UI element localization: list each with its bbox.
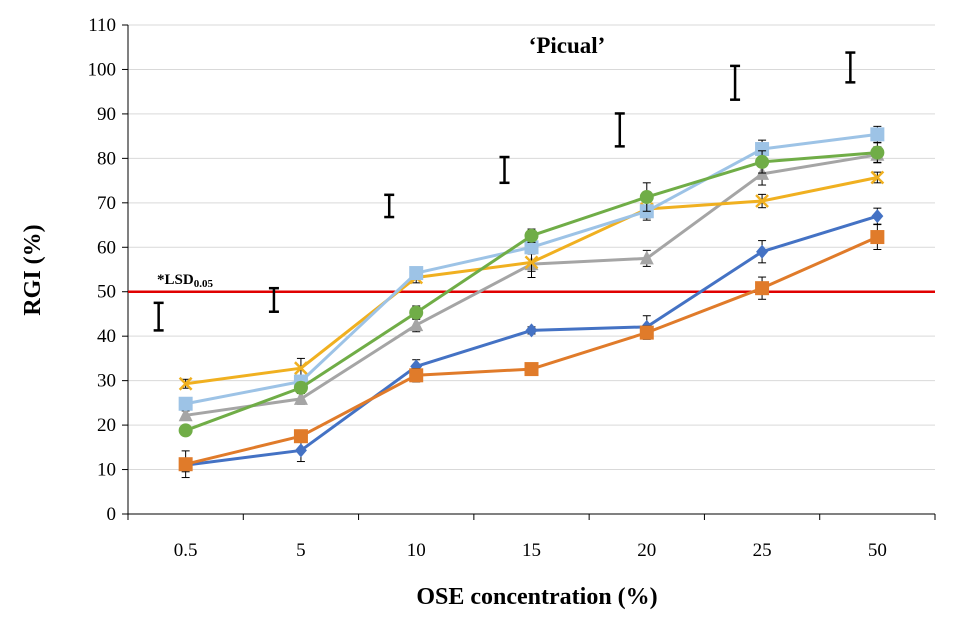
lsd-bar: [268, 286, 279, 313]
data-point: [639, 325, 654, 340]
data-point: [756, 244, 769, 259]
x-axis-title: OSE concentration (%): [416, 584, 657, 610]
x-tick-label: 20: [637, 540, 656, 561]
data-point: [870, 230, 885, 245]
y-tick-label: 0: [107, 504, 117, 525]
y-tick-label: 60: [97, 237, 116, 258]
data-point: [755, 194, 769, 208]
y-tick-label: 90: [97, 104, 116, 125]
data-point: [294, 443, 307, 458]
x-tick-label: 0.5: [174, 540, 198, 561]
data-point: [755, 281, 770, 296]
data-point-stroke: [178, 376, 193, 391]
data-point-stroke: [870, 170, 885, 185]
data-point: [178, 396, 193, 411]
x-tick-label: 50: [868, 540, 887, 561]
data-point: [178, 376, 193, 391]
data-point: [524, 362, 539, 377]
data-point-stroke: [755, 194, 769, 208]
lsd-label: *LSD0.05: [157, 272, 213, 290]
lsd-bars: [153, 51, 856, 332]
chart-title: ‘Picual’: [529, 33, 606, 58]
data-point: [178, 457, 193, 472]
data-point: [755, 154, 770, 169]
data-point: [524, 255, 539, 270]
data-point: [524, 228, 539, 243]
lsd-bar: [153, 301, 164, 332]
axes: 0 10 20 30 40 50 60 70 80 90 100 110 0.5 5 10 15 20 25 50: [88, 15, 936, 561]
lsd-label-sub: 0.05: [194, 278, 214, 290]
data-point: [871, 209, 884, 224]
x-tick-label: 10: [407, 540, 426, 561]
x-tick-label: 25: [753, 540, 772, 561]
data-point: [870, 145, 885, 160]
data-point-stroke: [294, 361, 308, 376]
series-line: [185, 176, 878, 386]
y-tick-label: 70: [97, 193, 116, 214]
series-line: [185, 153, 878, 417]
lsd-label-main: *LSD: [157, 272, 194, 288]
y-tick-label: 40: [97, 326, 116, 347]
y-tick-label: 50: [97, 282, 116, 303]
data-point: [293, 380, 308, 395]
series-6: [178, 142, 885, 438]
lsd-bar: [845, 51, 856, 84]
data-point: [639, 250, 654, 265]
y-tick-label: 10: [97, 460, 116, 481]
data-point: [409, 317, 424, 332]
series-2: [178, 224, 885, 479]
data-point: [409, 368, 424, 383]
y-tick-label: 20: [97, 415, 116, 436]
data-point: [525, 323, 538, 338]
data-point: [293, 390, 308, 405]
y-tick-label: 30: [97, 371, 116, 392]
y-tick-label: 100: [88, 59, 117, 80]
data-point: [409, 266, 424, 281]
data-point: [524, 240, 539, 255]
series-3: [178, 146, 885, 422]
lsd-bar: [614, 112, 625, 148]
data-point: [178, 407, 193, 422]
y-tick-label: 80: [97, 148, 116, 169]
data-point: [870, 127, 885, 142]
data-point: [409, 305, 424, 320]
data-point: [639, 190, 654, 205]
x-tick-label: 15: [522, 540, 541, 561]
data-point: [755, 142, 770, 157]
data-point: [178, 423, 193, 438]
lsd-bar: [499, 155, 510, 185]
y-axis-title: RGI (%): [20, 224, 46, 315]
x-tick-label: 5: [296, 540, 306, 561]
lsd-bar: [384, 193, 395, 219]
data-point-stroke: [524, 255, 539, 270]
data-point: [870, 170, 885, 185]
y-tick-label: 110: [88, 15, 116, 36]
data-point: [294, 361, 308, 376]
series-group: [178, 125, 885, 479]
lsd-bar: [730, 64, 741, 101]
data-point: [293, 429, 308, 444]
